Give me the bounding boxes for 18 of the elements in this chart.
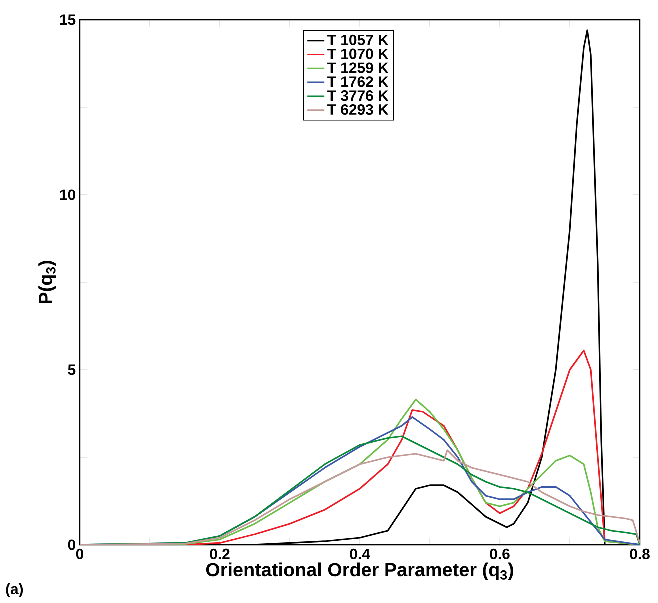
text: (a) [6,584,24,598]
x-tick-label: 0 [76,548,84,560]
x-tick-label: 0.6 [490,548,510,560]
y-axis-title: P(q$_{3}$) [38,261,56,304]
legend-label: T 6293 K [328,104,389,116]
legend-label: T 1762 K [328,76,389,88]
legend-label: T 1057 K [328,34,389,46]
legend-label: T 1070 K [328,48,389,60]
y-tick-label: 5 [68,364,76,376]
y-tick-label: 15 [60,14,76,26]
y-tick-label: 0 [68,540,76,550]
x-axis-title: Orientational Order Parameter (q$_{3}$) [206,562,514,580]
x-tick-label: 0.2 [210,548,230,560]
legend-label: T 3776 K [328,90,389,102]
x-tick-label: 0.8 [630,548,650,560]
legend-label: T 1259 K [328,62,389,74]
x-tick-label: 0.4 [350,548,370,560]
y-tick-label: 10 [60,190,76,200]
